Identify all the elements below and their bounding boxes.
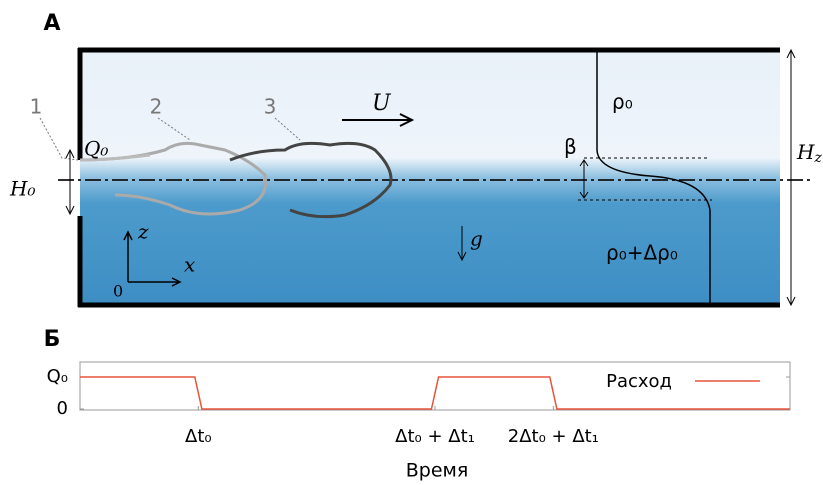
rho-top-label: ρ₀ <box>612 90 633 114</box>
axis-z-label: z <box>137 220 149 244</box>
x-axis-title: Время <box>406 460 469 482</box>
plume-label: 1 <box>30 95 43 119</box>
inlet-height-label: H₀ <box>9 177 35 201</box>
axis-x-label: x <box>184 253 195 277</box>
origin-label: 0 <box>113 282 123 301</box>
figure: А 1 2 3 U Q₀ H₀ ρ₀ β ρ₀+Δρ₀ g z x 0 Hz Б… <box>0 0 823 485</box>
x-tick-label: Δt₀ + Δt₁ <box>395 426 475 447</box>
y-tick-label: Q₀ <box>47 366 68 387</box>
legend-label: Расход <box>606 371 672 392</box>
total-height-main: H <box>796 140 815 164</box>
gravity-label: g <box>470 227 483 251</box>
y-tick-label: 0 <box>57 398 68 419</box>
total-height-sub: z <box>813 150 822 166</box>
rho-bottom-label: ρ₀+Δρ₀ <box>606 241 678 265</box>
panel-label: А <box>43 11 60 36</box>
x-tick-label: 2Δt₀ + Δt₁ <box>508 426 599 447</box>
plume-label: 2 <box>150 95 163 119</box>
plume-label: 3 <box>264 95 277 119</box>
x-tick-label: Δt₀ <box>185 426 212 447</box>
total-height-label: Hz <box>796 140 822 167</box>
beta-label: β <box>564 135 577 159</box>
inflow-label: Q₀ <box>84 137 108 161</box>
series-line <box>80 377 790 409</box>
plot-frame <box>80 362 790 410</box>
panel-label: Б <box>44 327 61 352</box>
height-arrow <box>787 50 795 305</box>
velocity-label: U <box>372 91 392 116</box>
